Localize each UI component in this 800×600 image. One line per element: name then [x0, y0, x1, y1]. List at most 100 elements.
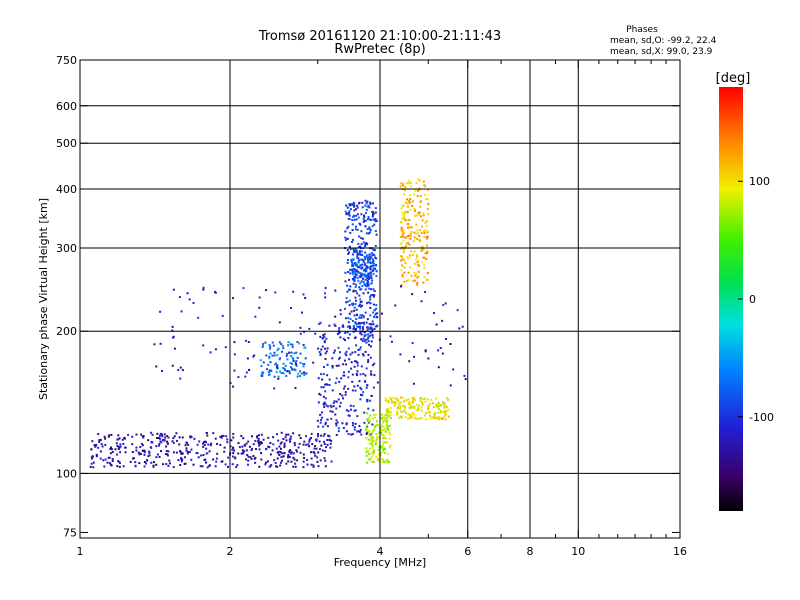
data-point	[386, 420, 389, 423]
data-point	[413, 236, 416, 239]
data-point	[356, 206, 359, 209]
data-point	[108, 456, 111, 459]
data-point	[347, 252, 350, 255]
data-point	[360, 213, 363, 216]
data-point	[159, 432, 162, 435]
data-point	[432, 406, 435, 409]
data-point	[180, 451, 183, 454]
data-point	[363, 421, 366, 424]
data-point	[348, 217, 351, 220]
data-point	[345, 301, 348, 304]
data-point	[119, 451, 122, 454]
data-point	[116, 445, 119, 448]
data-point	[179, 366, 182, 369]
data-point	[322, 425, 325, 428]
data-point	[269, 442, 272, 445]
data-point	[141, 449, 144, 452]
data-point	[366, 418, 369, 421]
y-tick-label: 300	[56, 242, 77, 255]
data-point	[280, 372, 283, 375]
data-point	[118, 461, 121, 464]
data-point	[403, 280, 406, 283]
data-point	[299, 332, 302, 335]
data-point	[339, 309, 342, 312]
data-point	[304, 357, 307, 360]
data-point	[150, 461, 153, 464]
data-point	[363, 411, 366, 414]
chart-title-line2: RwPretec (8p)	[334, 42, 425, 57]
data-point	[395, 413, 398, 416]
data-point	[351, 380, 354, 383]
data-point	[338, 331, 341, 334]
data-point	[247, 455, 250, 458]
data-point	[358, 325, 361, 328]
data-point	[243, 444, 246, 447]
data-point	[302, 365, 305, 368]
data-point	[426, 398, 429, 401]
data-point	[375, 274, 378, 277]
data-point	[382, 445, 385, 448]
data-point	[118, 437, 121, 440]
data-point	[196, 452, 199, 455]
data-point	[253, 354, 256, 357]
data-point	[160, 433, 163, 436]
data-point	[298, 442, 301, 445]
chart-title-line1: Tromsø 20161120 21:10:00-21:11:43	[258, 29, 501, 44]
data-point	[353, 306, 356, 309]
data-point	[441, 410, 444, 413]
data-point	[265, 354, 268, 357]
data-point	[402, 184, 405, 187]
data-point	[396, 410, 399, 413]
data-point	[237, 376, 240, 379]
data-point	[296, 341, 299, 344]
data-point	[408, 401, 411, 404]
data-point	[395, 397, 398, 400]
data-point	[364, 338, 367, 341]
data-point	[299, 361, 302, 364]
data-point	[166, 442, 169, 445]
data-point	[360, 243, 363, 246]
data-point	[375, 264, 378, 267]
data-point	[349, 204, 352, 207]
data-point	[186, 450, 189, 453]
data-point	[242, 287, 245, 290]
data-point	[276, 465, 279, 468]
data-point	[367, 336, 370, 339]
data-point	[327, 434, 330, 437]
data-point	[310, 463, 313, 466]
data-point	[302, 293, 305, 296]
data-point	[414, 258, 417, 261]
data-point	[416, 261, 419, 264]
data-point	[424, 185, 427, 188]
data-point	[302, 363, 305, 366]
data-point	[316, 433, 319, 436]
data-point	[352, 302, 355, 305]
data-point	[346, 331, 349, 334]
data-point	[362, 316, 365, 319]
data-point	[415, 223, 418, 226]
data-point	[369, 268, 372, 271]
data-point	[321, 345, 324, 348]
data-point	[443, 415, 446, 418]
data-point	[353, 360, 356, 363]
data-point	[180, 453, 183, 456]
data-point	[365, 426, 368, 429]
data-point	[258, 306, 261, 309]
data-point	[398, 416, 401, 419]
data-point	[290, 354, 293, 357]
data-point	[356, 204, 359, 207]
data-point	[347, 387, 350, 390]
data-point	[317, 401, 320, 404]
data-point	[374, 256, 377, 259]
data-point	[352, 290, 355, 293]
data-point	[366, 399, 369, 402]
data-point	[346, 300, 349, 303]
data-point	[367, 453, 370, 456]
data-point	[374, 230, 377, 233]
data-point	[400, 410, 403, 413]
data-point	[300, 372, 303, 375]
data-point	[366, 205, 369, 208]
data-point	[280, 452, 283, 455]
data-point	[410, 274, 413, 277]
data-point	[366, 279, 369, 282]
